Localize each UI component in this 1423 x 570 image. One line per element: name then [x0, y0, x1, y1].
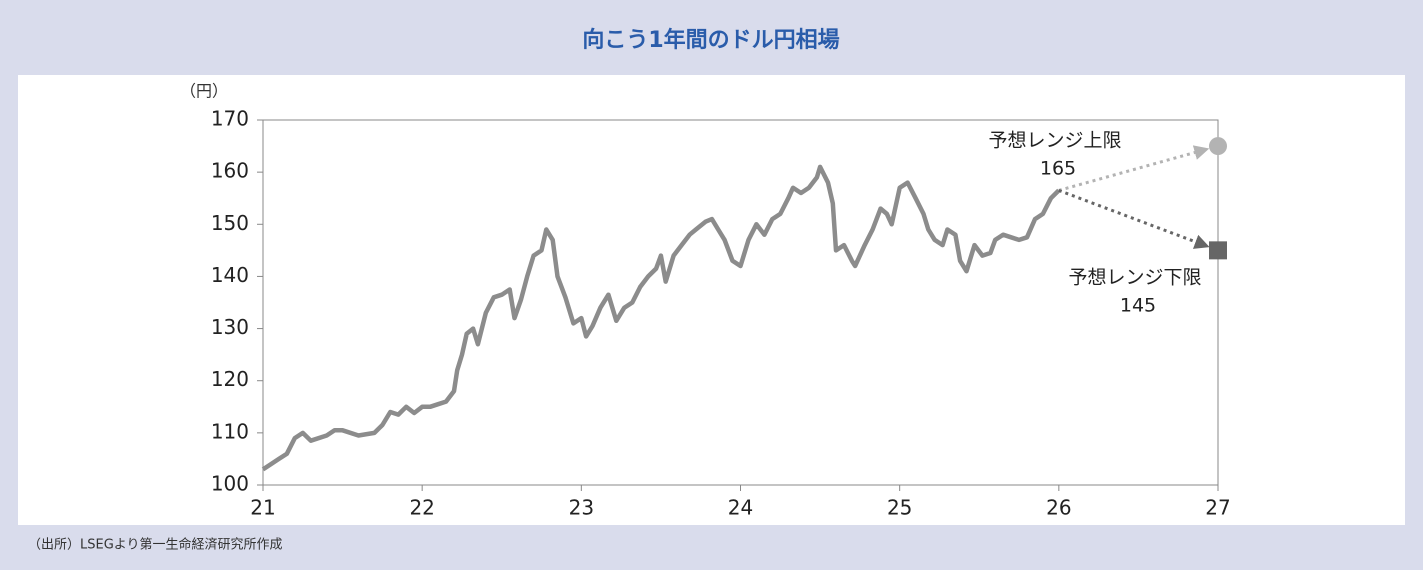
panel	[18, 75, 1405, 525]
forecast-value: 145	[1120, 295, 1156, 317]
y-tick-label: 170	[211, 107, 249, 131]
forecast-name: 予想レンジ上限	[988, 130, 1121, 152]
y-tick-label: 150	[211, 211, 249, 235]
x-tick-label: 25	[887, 496, 912, 520]
x-tick-label: 23	[569, 496, 594, 520]
y-tick-label: 110	[211, 419, 249, 443]
x-tick-label: 24	[728, 496, 753, 520]
series-line	[261, 164, 1061, 472]
forecast-line	[1058, 188, 1210, 249]
x-tick-label: 26	[1046, 496, 1071, 520]
x-tick-label: 21	[250, 496, 275, 520]
y-tick-label: 100	[211, 472, 249, 496]
forecast-name: 予想レンジ下限	[1068, 267, 1201, 289]
y-tick-label: 140	[211, 263, 249, 287]
forecast-line	[1058, 145, 1210, 192]
x-tick-label: 27	[1205, 496, 1230, 520]
forecast-marker	[1209, 241, 1227, 260]
y-tick-label: 160	[211, 159, 249, 183]
forecast-marker	[1209, 137, 1227, 156]
y-axis-label: （円）	[180, 82, 228, 101]
x-tick-label: 22	[409, 496, 434, 520]
forecast-value: 165	[1040, 158, 1076, 180]
y-tick-label: 130	[211, 315, 249, 339]
y-tick-label: 120	[211, 367, 249, 391]
chart-title: 向こう1年間のドル円相場	[582, 27, 839, 53]
source-note: （出所）LSEGより第一生命経済研究所作成	[28, 537, 283, 553]
